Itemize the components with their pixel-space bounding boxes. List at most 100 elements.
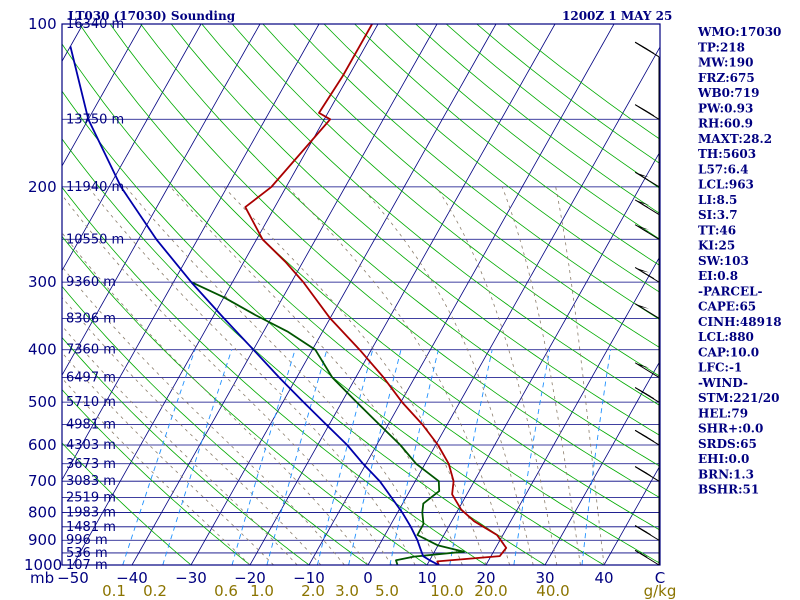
height-label: 9360 m (66, 275, 116, 290)
mixing-ratio-tick-label: 0.6 (214, 582, 238, 600)
mixing-ratio-tick-label: 3.0 (335, 582, 359, 600)
temperature-tick-label: −10 (293, 569, 325, 587)
mixing-ratio-line (449, 349, 493, 565)
index-item: L57:6.4 (698, 162, 748, 176)
height-label: 5710 m (66, 395, 116, 410)
mixing-ratio-line (122, 349, 196, 565)
pressure-tick-label: 900 (28, 531, 57, 549)
mixing-ratio-tick-label: 20.0 (474, 582, 507, 600)
dry-adiabat (62, 235, 428, 565)
height-label: 996 m (66, 533, 108, 548)
wind-barbs (634, 41, 660, 566)
wind-barb (634, 171, 660, 188)
chart-title: LT030 (17030) Sounding (68, 9, 236, 23)
dry-adiabat (62, 442, 192, 565)
height-label: 4303 m (66, 438, 116, 453)
dry-adiabat (62, 138, 546, 565)
isotherm-line (62, 24, 202, 272)
temperature-tick-label: 0 (363, 569, 373, 587)
mixing-ratio-tick-label: 1.0 (250, 582, 274, 600)
isotherm-line (131, 24, 438, 565)
height-label: 8306 m (66, 311, 116, 326)
isotherm-line (308, 24, 615, 565)
dry-adiabat (201, 24, 660, 407)
dry-adiabat (293, 24, 660, 321)
index-item: EHI:0.0 (698, 452, 749, 466)
temperature-profile (244, 24, 508, 565)
moist-adiabat (287, 186, 510, 565)
moist-adiabat (62, 194, 392, 565)
moist-adiabat (125, 186, 440, 565)
index-item: FRZ:675 (698, 71, 755, 85)
index-item: BRN:1.3 (698, 467, 754, 481)
wind-barb (634, 525, 660, 541)
dry-adiabat (62, 43, 660, 564)
index-item: RH:60.9 (698, 117, 753, 131)
dry-adiabat (170, 24, 660, 437)
wind-barb (634, 549, 660, 566)
temperature-tick-label: 20 (476, 569, 495, 587)
mixing-ratio-tick-label: 5.0 (375, 582, 399, 600)
index-item: -WIND- (698, 376, 748, 390)
index-item: WB0:719 (697, 86, 759, 100)
temperature-tick-label: −40 (116, 569, 148, 587)
wind-barb (634, 466, 660, 482)
height-label: 536 m (66, 546, 108, 561)
temperature-tick-label: 10 (417, 569, 436, 587)
index-item: TH:5603 (698, 147, 756, 161)
dry-adiabat (262, 24, 660, 349)
dry-adiabat (323, 24, 660, 293)
index-item: EI:0.8 (698, 269, 738, 283)
pressure-tick-label: 700 (28, 472, 57, 490)
dry-adiabat (109, 24, 660, 499)
height-label: 16340 m (66, 17, 124, 32)
dry-adiabat (354, 24, 660, 267)
parcel-profile (69, 46, 440, 565)
temperature-unit-label: C (655, 569, 665, 587)
height-label: 7360 m (66, 343, 116, 358)
temperature-tick-label: −20 (234, 569, 266, 587)
index-item: MW:190 (698, 56, 753, 70)
plot-frame (61, 23, 661, 566)
mixing-ratio-tick-label: 0.1 (102, 582, 126, 600)
isotherm-line (72, 24, 379, 565)
index-item: SW:103 (698, 254, 749, 268)
isotherm-line (603, 464, 660, 565)
wind-barb (634, 429, 660, 446)
pressure-unit-label: mb (30, 569, 54, 587)
chart-time: 1200Z 1 MAY 25 (562, 9, 672, 23)
index-item: LFC:-1 (698, 361, 742, 375)
height-label: 4981 m (66, 418, 116, 433)
height-label: 1983 m (66, 506, 116, 521)
index-item: SI:3.7 (698, 208, 738, 222)
mixing-ratio-tick-label: 10.0 (430, 582, 463, 600)
wind-barb (634, 387, 660, 403)
wind-barb (634, 104, 660, 120)
wind-barb (634, 267, 660, 283)
index-item: CAP:10.0 (698, 345, 759, 359)
pressure-tick-label: 400 (28, 341, 57, 359)
dry-adiabat (62, 285, 369, 565)
height-label: 10550 m (66, 232, 124, 247)
dry-adiabat (62, 389, 251, 565)
height-label: 2519 m (66, 490, 116, 505)
height-label: 1481 m (66, 520, 116, 535)
dry-adiabat (62, 186, 487, 565)
wind-barb (634, 362, 660, 378)
index-item: TP:218 (698, 40, 745, 54)
index-item: WMO:17030 (697, 25, 781, 39)
height-label: 6497 m (66, 370, 116, 385)
pressure-tick-label: 100 (28, 15, 57, 33)
pressure-tick-label: 800 (28, 504, 57, 522)
dry-adiabat (140, 24, 660, 467)
height-label: 107 m (66, 558, 108, 573)
dewpoint-profile (190, 281, 465, 565)
index-item: STM:221/20 (698, 391, 779, 405)
profiles-layer (69, 24, 508, 565)
moist-adiabat (360, 186, 534, 565)
dry-adiabat (62, 90, 605, 565)
mixing-ratio-tick-label: 0.2 (143, 582, 167, 600)
